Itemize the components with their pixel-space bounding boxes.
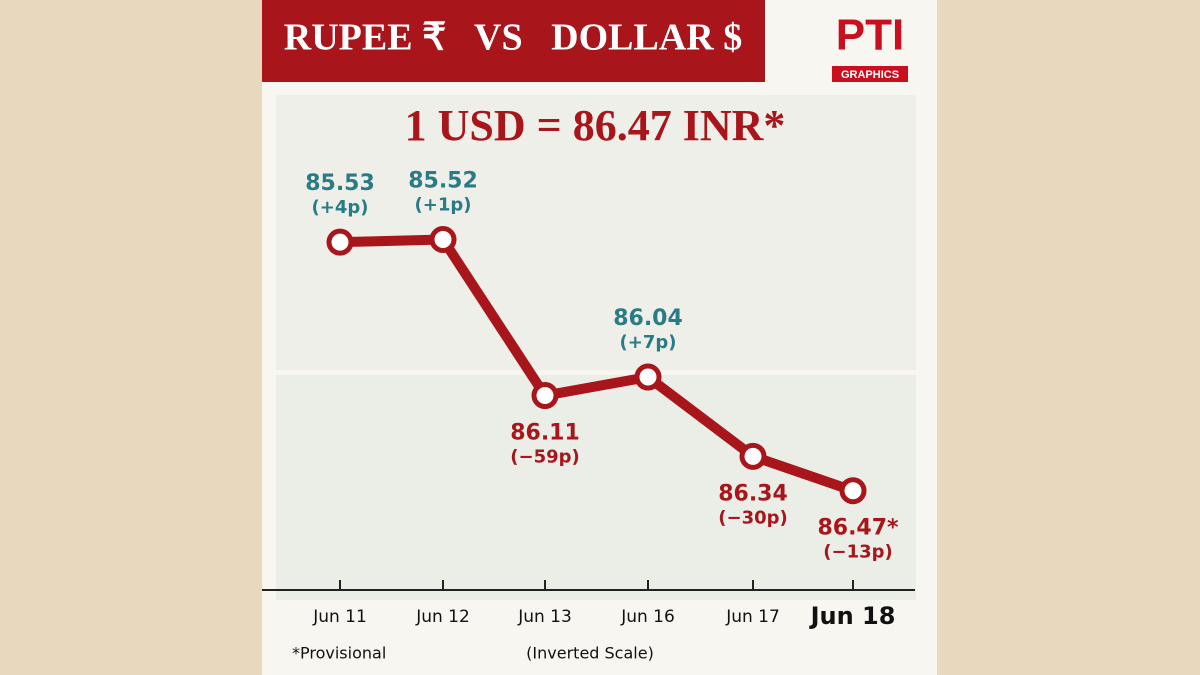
x-tick-label: Jun 17 xyxy=(725,607,780,627)
point xyxy=(634,363,662,391)
change-label: (−59p) xyxy=(510,447,579,468)
point xyxy=(429,226,457,254)
x-tick-label: Jun 12 xyxy=(415,607,470,627)
x-tick-label: Jun 11 xyxy=(312,607,367,627)
banknote-dollar xyxy=(276,375,916,600)
value-label: 86.47* xyxy=(817,516,899,541)
point xyxy=(739,442,767,470)
value-label: 85.53 xyxy=(305,171,375,196)
value-label: 86.34 xyxy=(718,481,788,506)
change-label: (+4p) xyxy=(312,197,369,218)
value-label: 86.04 xyxy=(613,306,683,331)
value-label: 85.52 xyxy=(408,169,478,194)
logo-subtitle: GRAPHICS xyxy=(841,69,899,81)
change-label: (+7p) xyxy=(620,332,677,353)
point xyxy=(531,382,559,410)
change-label: (−30p) xyxy=(718,507,787,528)
value-label: 86.11 xyxy=(510,421,580,446)
title-banner xyxy=(262,0,765,82)
headline: 1 USD = 86.47 INR* xyxy=(405,101,786,150)
x-tick-label: Jun 18 xyxy=(809,602,896,630)
x-tick-label: Jun 13 xyxy=(517,607,572,627)
point xyxy=(326,228,354,256)
logo-bar xyxy=(832,66,908,82)
point xyxy=(839,477,867,505)
line xyxy=(339,234,855,496)
logo: PTI xyxy=(836,11,904,60)
chart-title: RUPEE ₹ VS DOLLAR $ xyxy=(284,17,742,59)
x-tick-label: Jun 16 xyxy=(620,607,675,627)
axis-note: (Inverted Scale) xyxy=(526,644,654,663)
change-label: (+1p) xyxy=(415,195,472,216)
footnote: *Provisional xyxy=(292,644,386,663)
banknote-rupee xyxy=(276,95,916,370)
change-label: (−13p) xyxy=(823,542,892,563)
